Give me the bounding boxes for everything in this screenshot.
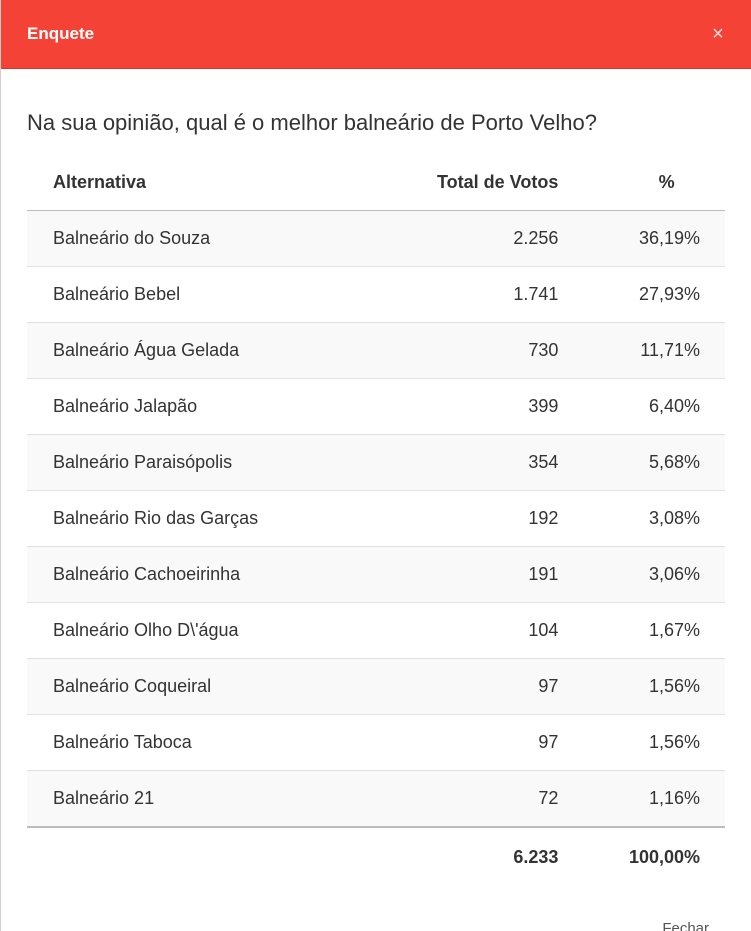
- table-row: Balneário do Souza 2.256 36,19%: [27, 210, 725, 267]
- header-alternative: Alternativa: [27, 154, 369, 211]
- row-votes: 191: [368, 546, 559, 603]
- row-votes: 2.256: [368, 210, 559, 267]
- table-row: Balneário 21 72 1,16%: [27, 770, 725, 828]
- row-percent: 1,16%: [558, 770, 725, 828]
- row-alternative: Balneário Água Gelada: [27, 322, 369, 379]
- row-percent: 1,67%: [558, 602, 725, 659]
- table-row: Balneário Cachoeirinha 191 3,06%: [27, 546, 725, 603]
- row-votes: 97: [368, 714, 559, 771]
- table-row: Balneário Jalapão 399 6,40%: [27, 378, 725, 435]
- row-votes: 730: [368, 322, 559, 379]
- row-alternative: Balneário 21: [27, 770, 369, 828]
- modal-title: Enquete: [27, 24, 95, 43]
- row-alternative: Balneário Taboca: [27, 714, 369, 771]
- row-alternative: Balneário Olho D\'água: [27, 602, 369, 659]
- row-percent: 1,56%: [558, 714, 725, 771]
- row-votes: 97: [368, 658, 559, 715]
- header-percent: %: [558, 154, 725, 211]
- totals-row: 6.233 100,00%: [27, 827, 725, 886]
- row-votes: 192: [368, 490, 559, 547]
- results-table: Alternativa Total de Votos % Balneário d…: [27, 154, 725, 886]
- row-alternative: Balneário Coqueiral: [27, 658, 369, 715]
- total-votes: 6.233: [368, 827, 559, 886]
- poll-question: Na sua opinião, qual é o melhor balneári…: [27, 110, 597, 135]
- table-row: Balneário Rio das Garças 192 3,08%: [27, 490, 725, 547]
- row-votes: 399: [368, 378, 559, 435]
- table-row: Balneário Taboca 97 1,56%: [27, 714, 725, 771]
- table-row: Balneário Bebel 1.741 27,93%: [27, 266, 725, 323]
- close-button[interactable]: Fechar: [662, 920, 709, 931]
- row-alternative: Balneário Cachoeirinha: [27, 546, 369, 603]
- row-percent: 3,08%: [558, 490, 725, 547]
- row-votes: 1.741: [368, 266, 559, 323]
- row-votes: 72: [368, 770, 559, 828]
- row-alternative: Balneário do Souza: [27, 210, 369, 267]
- close-icon[interactable]: ×: [712, 23, 724, 45]
- row-percent: 6,40%: [558, 378, 725, 435]
- modal-header: Enquete ×: [1, 0, 751, 69]
- table-row: Balneário Olho D\'água 104 1,67%: [27, 602, 725, 659]
- total-percent: 100,00%: [558, 827, 725, 886]
- row-votes: 354: [368, 434, 559, 491]
- totals-label: [27, 827, 369, 886]
- row-percent: 11,71%: [558, 322, 725, 379]
- table-header-row: Alternativa Total de Votos %: [27, 154, 725, 211]
- row-percent: 3,06%: [558, 546, 725, 603]
- table-row: Balneário Paraisópolis 354 5,68%: [27, 434, 725, 491]
- row-percent: 27,93%: [558, 266, 725, 323]
- row-alternative: Balneário Bebel: [27, 266, 369, 323]
- row-votes: 104: [368, 602, 559, 659]
- row-alternative: Balneário Jalapão: [27, 378, 369, 435]
- table-row: Balneário Coqueiral 97 1,56%: [27, 658, 725, 715]
- row-percent: 5,68%: [558, 434, 725, 491]
- row-percent: 1,56%: [558, 658, 725, 715]
- row-percent: 36,19%: [558, 210, 725, 267]
- row-alternative: Balneário Rio das Garças: [27, 490, 369, 547]
- row-alternative: Balneário Paraisópolis: [27, 434, 369, 491]
- table-row: Balneário Água Gelada 730 11,71%: [27, 322, 725, 379]
- header-votes: Total de Votos: [368, 154, 559, 211]
